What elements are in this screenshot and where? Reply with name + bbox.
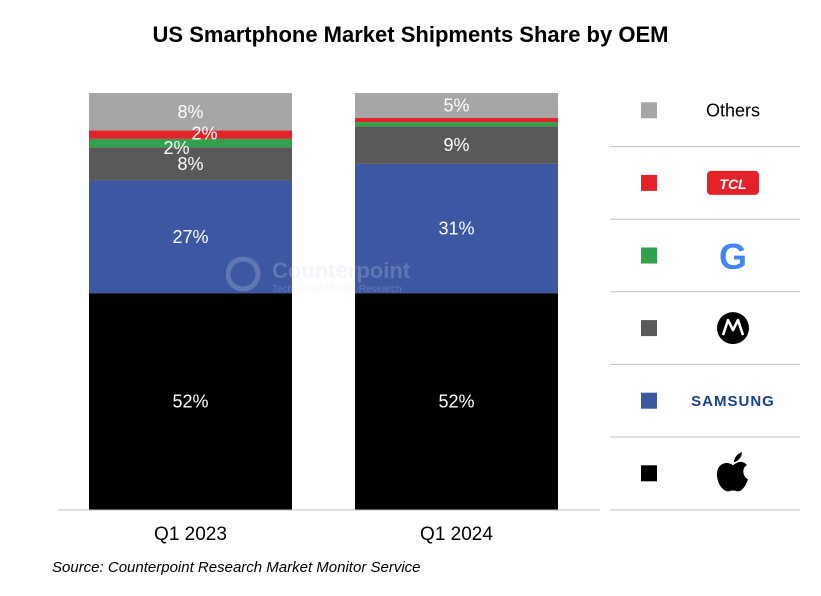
legend-swatch-apple — [641, 465, 657, 482]
bar-motorola-1 — [355, 126, 558, 164]
segment-label-tcl-0: 2% — [191, 124, 217, 144]
tcl-logo-icon: TCL — [707, 170, 759, 195]
bar-others-1 — [355, 93, 558, 119]
bar-samsung-1 — [355, 163, 558, 294]
segment-label-motorola-0: 8% — [177, 154, 203, 174]
legend-item-apple — [641, 452, 748, 492]
samsung-logo-icon: SAMSUNG — [691, 393, 775, 410]
segment-labels-group: 52%27%8%2%2%8%52%31%9%5% — [163, 96, 474, 412]
legend-swatch-google — [641, 247, 657, 264]
svg-text:TCL: TCL — [719, 176, 746, 192]
source-note: Source: Counterpoint Research Market Mon… — [52, 559, 421, 576]
category-labels-group: Q1 2023 Q1 2024 — [154, 524, 493, 545]
bar-apple-0 — [89, 293, 292, 510]
segment-label-others-0: 8% — [177, 102, 203, 122]
chart-title: US Smartphone Market Shipments Share by … — [152, 22, 669, 47]
segment-label-motorola-1: 9% — [443, 135, 469, 155]
bar-google-1 — [355, 122, 558, 127]
legend-item-motorola — [641, 312, 749, 345]
segment-label-others-1: 5% — [443, 96, 469, 116]
bar-apple-1 — [355, 293, 558, 510]
legend: Others TCL G SAMSUNG — [610, 100, 800, 511]
legend-text-others: Others — [706, 100, 760, 120]
category-label-0: Q1 2023 — [154, 524, 227, 545]
bars-group — [89, 93, 558, 510]
apple-logo-icon — [716, 452, 748, 492]
legend-swatch-tcl — [641, 174, 657, 191]
bar-google-0 — [89, 138, 292, 148]
segment-label-google-0: 2% — [163, 138, 189, 158]
bar-tcl-1 — [355, 118, 558, 123]
bar-motorola-0 — [89, 147, 292, 181]
google-logo-icon: G — [719, 236, 747, 277]
legend-item-samsung: SAMSUNG — [641, 392, 775, 410]
legend-item-google: G — [641, 236, 747, 277]
bar-samsung-0 — [89, 180, 292, 294]
motorola-logo-icon — [717, 312, 749, 345]
category-label-1: Q1 2024 — [420, 524, 493, 545]
legend-swatch-others — [641, 102, 657, 119]
legend-swatch-samsung — [641, 392, 657, 409]
legend-item-others: Others — [641, 100, 760, 120]
bar-others-0 — [89, 93, 292, 131]
segment-label-samsung-0: 27% — [172, 227, 208, 247]
segment-label-apple-0: 52% — [172, 392, 208, 412]
legend-swatch-motorola — [641, 320, 657, 337]
segment-label-apple-1: 52% — [438, 392, 474, 412]
bar-tcl-0 — [89, 130, 292, 139]
segment-label-samsung-1: 31% — [438, 219, 474, 239]
legend-item-tcl: TCL — [641, 170, 759, 195]
